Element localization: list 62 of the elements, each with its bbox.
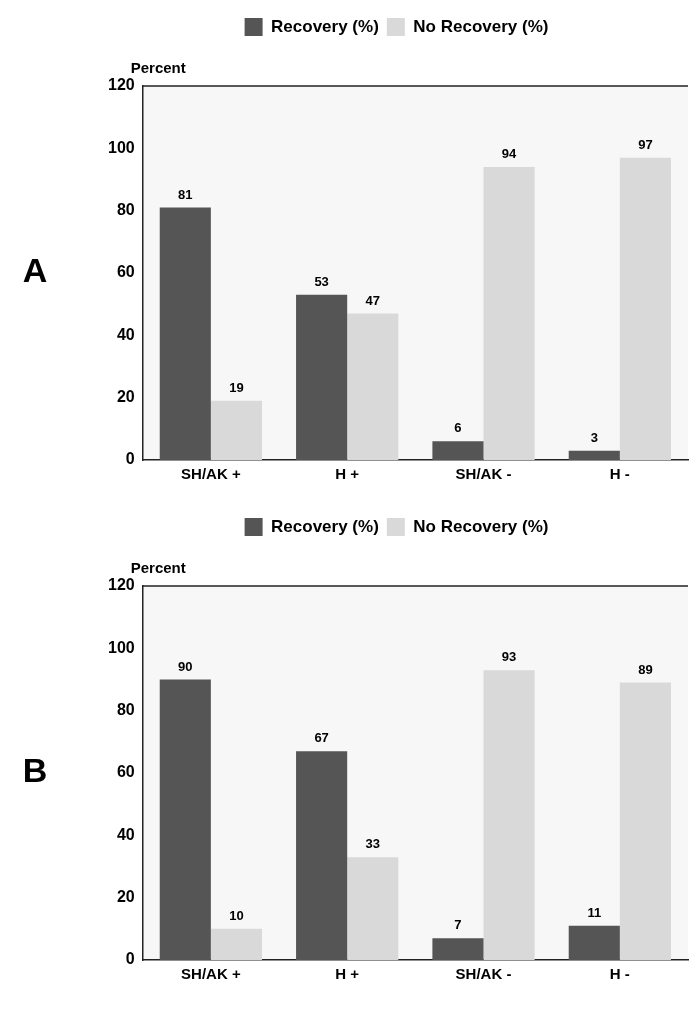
x-tick-label: H - <box>609 965 630 983</box>
data-label: 33 <box>365 836 380 852</box>
legend-label: Recovery (%) <box>271 16 379 36</box>
y-axis-title: Percent <box>130 558 186 576</box>
x-tick-label: H + <box>335 465 360 483</box>
data-label: 10 <box>229 907 244 923</box>
y-tick-label: 0 <box>125 950 135 968</box>
bar <box>432 441 484 460</box>
bar <box>483 670 535 960</box>
bar <box>347 857 399 960</box>
bar <box>159 207 211 460</box>
bar <box>619 682 671 960</box>
y-tick-label: 120 <box>107 76 135 94</box>
data-label: 90 <box>178 658 193 674</box>
x-tick-label: H - <box>609 465 630 483</box>
y-tick-label: 100 <box>107 638 135 656</box>
data-label: 93 <box>501 649 517 665</box>
x-tick-label: SH/AK + <box>181 965 241 983</box>
y-axis-title: Percent <box>130 58 186 76</box>
y-tick-label: 20 <box>116 388 135 406</box>
bar <box>568 925 620 960</box>
y-tick-label: 100 <box>107 138 135 156</box>
y-tick-label: 60 <box>116 263 135 281</box>
bar <box>210 400 262 460</box>
x-tick-label: H + <box>335 965 360 983</box>
y-tick-label: 0 <box>125 450 135 468</box>
y-tick-label: 20 <box>116 888 135 906</box>
legend-label: No Recovery (%) <box>413 16 549 36</box>
bar <box>483 167 535 460</box>
bar <box>619 157 671 460</box>
bar <box>296 751 348 960</box>
data-label: 6 <box>454 420 462 436</box>
legend-label: Recovery (%) <box>271 516 379 536</box>
data-label: 3 <box>590 429 598 445</box>
y-tick-label: 40 <box>116 825 135 843</box>
x-tick-label: SH/AK - <box>455 965 512 983</box>
data-label: 67 <box>314 730 329 746</box>
bar <box>159 679 211 960</box>
y-tick-label: 40 <box>116 325 135 343</box>
text: B <box>22 751 48 790</box>
bar <box>347 313 399 460</box>
data-label: 53 <box>314 273 329 289</box>
data-label: 47 <box>365 292 380 308</box>
bar <box>432 938 484 960</box>
text: A <box>22 251 48 290</box>
y-tick-label: 80 <box>116 201 135 219</box>
data-label: 19 <box>229 379 244 395</box>
data-label: 81 <box>178 186 193 202</box>
y-tick-label: 120 <box>107 576 135 594</box>
bar <box>568 450 620 460</box>
bar <box>210 928 262 960</box>
data-label: 7 <box>454 917 462 933</box>
bar <box>296 294 348 460</box>
data-label: 89 <box>638 661 653 677</box>
data-label: 97 <box>638 136 653 152</box>
x-tick-label: SH/AK - <box>455 465 512 483</box>
data-label: 94 <box>501 146 518 162</box>
x-tick-label: SH/AK + <box>181 465 241 483</box>
data-label: 11 <box>587 904 602 920</box>
y-tick-label: 80 <box>116 701 135 719</box>
y-tick-label: 60 <box>116 763 135 781</box>
legend-label: No Recovery (%) <box>413 516 549 536</box>
